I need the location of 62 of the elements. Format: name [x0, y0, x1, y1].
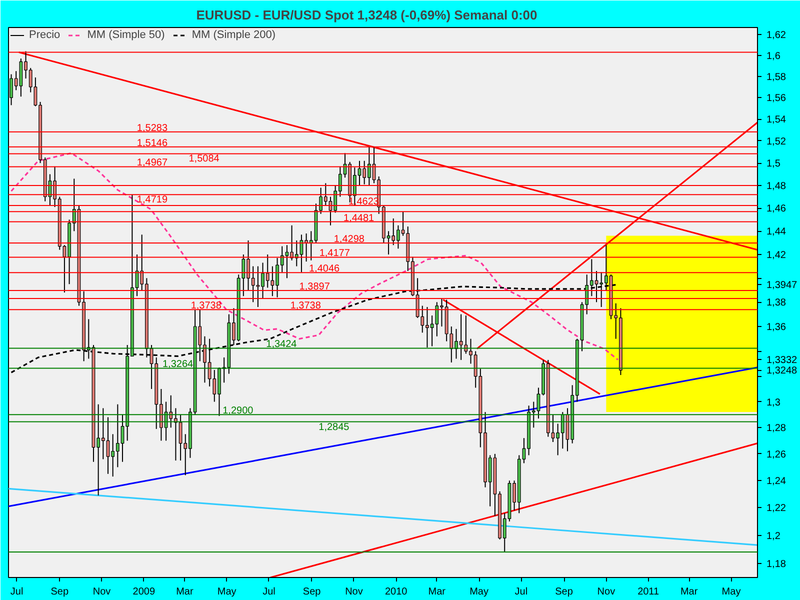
- x-tick-label: May: [217, 586, 236, 598]
- annotation: 1,4046: [308, 264, 340, 275]
- legend-label: MM (Simple 50): [87, 29, 165, 41]
- y-tick-label: 1,22: [766, 503, 786, 514]
- x-tick-label: Jul: [514, 586, 528, 598]
- y-tick-label: 1,26: [766, 449, 786, 460]
- x-tick-label: Mar: [176, 586, 194, 598]
- annotation: 1,2900: [222, 406, 254, 417]
- y-tick-label: 1,24: [766, 476, 786, 488]
- x-tick-label: Sep: [50, 586, 69, 598]
- annotation: 1,4719: [136, 194, 168, 206]
- annotation: 1,5084: [188, 154, 220, 165]
- annotation: 1,2845: [318, 422, 350, 433]
- x-tick-label: May: [722, 586, 741, 598]
- y-tick-label: 1,6: [766, 50, 781, 62]
- annotation: 1,3897: [299, 281, 330, 292]
- line-series: [10, 152, 619, 360]
- legend-label: MM (Simple 200): [192, 29, 276, 41]
- chart-title: EURUSD - EUR/USD Spot 1,3248 (-0,69%) Semanal 0:00: [196, 8, 538, 22]
- y-tick-label: 1,46: [766, 204, 786, 215]
- y-tick-label: 1,2: [766, 530, 781, 542]
- annotation: 1,3947: [766, 280, 798, 291]
- annotation: 1,4967: [136, 158, 168, 169]
- annotation: 1,5283: [136, 122, 168, 134]
- y-tick-label: 1,56: [766, 93, 786, 104]
- y-tick-label: 1,5: [766, 158, 781, 170]
- y-tick-label: 1,42: [766, 250, 786, 261]
- x-tick-label: Jul: [10, 586, 24, 598]
- annotation: 1,3332: [766, 355, 798, 366]
- y-tick-label: 1,62: [766, 30, 786, 42]
- annotation: 1,4298: [334, 234, 365, 246]
- annotation: 1,3424: [266, 339, 298, 350]
- y-tick-label: 1,18: [766, 558, 786, 570]
- y-tick-label: 1,28: [766, 423, 786, 434]
- x-tick-label: 2009: [132, 586, 156, 598]
- y-tick-label: 1,38: [766, 298, 786, 309]
- x-tick-label: Sep: [302, 586, 322, 598]
- x-tick-label: Jul: [262, 586, 276, 598]
- annotation: 1,5146: [136, 138, 168, 149]
- x-tick-label: 2011: [638, 586, 660, 598]
- x-tick-label: Mar: [428, 586, 446, 598]
- x-tick-label: Mar: [680, 586, 698, 598]
- y-tick-label: 1,58: [766, 72, 786, 83]
- annotation: 1,3248: [766, 366, 798, 377]
- annotation: 1,3738: [190, 300, 222, 312]
- x-tick-label: Sep: [555, 586, 574, 598]
- x-tick-label: Nov: [92, 586, 111, 598]
- y-tick-label: 1,44: [766, 226, 786, 238]
- x-tick-label: Nov: [345, 586, 363, 598]
- annotation: 1,4177: [319, 248, 350, 260]
- y-tick-label: 1,54: [766, 114, 786, 126]
- x-tick-label: 2010: [385, 586, 408, 598]
- annotation: 1,3264: [162, 359, 194, 370]
- annotation: 1,3738: [290, 300, 322, 312]
- y-tick-label: 1,36: [766, 322, 786, 333]
- y-tick-label: 1,3: [766, 397, 781, 408]
- x-tick-label: May: [470, 586, 489, 598]
- x-tick-label: Nov: [597, 586, 616, 598]
- y-tick-label: 1,52: [766, 136, 786, 148]
- y-tick-label: 1,48: [766, 180, 786, 192]
- legend-label: Precio: [29, 29, 60, 41]
- annotation: 1,4481: [344, 212, 375, 224]
